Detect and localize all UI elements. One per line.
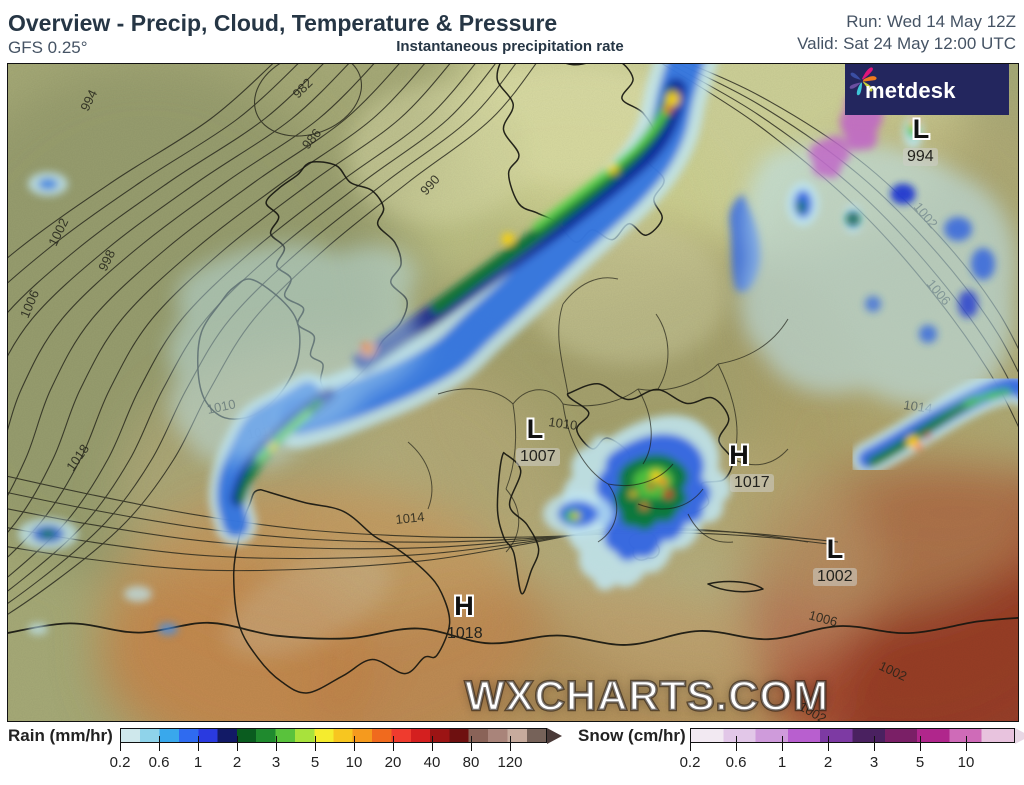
svg-text:1014: 1014: [395, 509, 425, 527]
